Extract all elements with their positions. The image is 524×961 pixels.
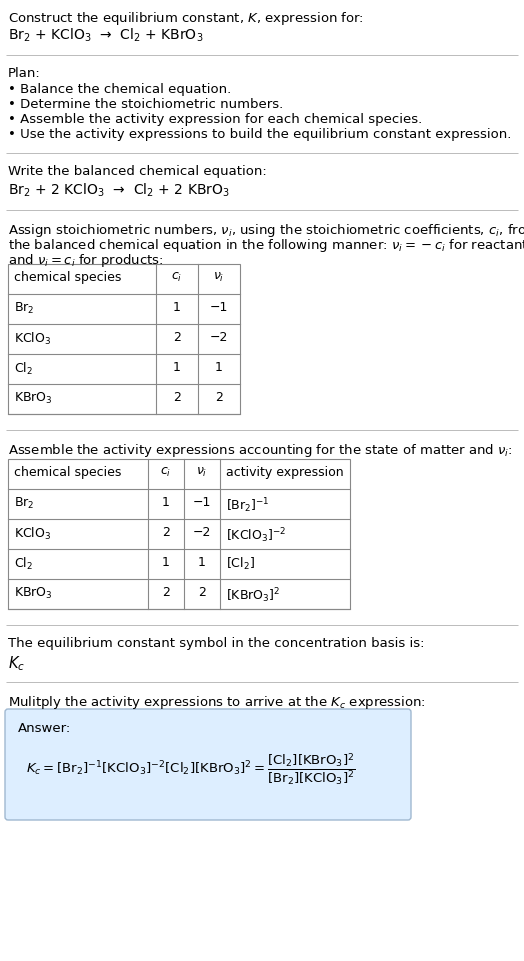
Text: 2: 2 xyxy=(173,331,181,344)
Text: $K_c$: $K_c$ xyxy=(8,654,25,673)
Text: • Use the activity expressions to build the equilibrium constant expression.: • Use the activity expressions to build … xyxy=(8,128,511,141)
Text: Write the balanced chemical equation:: Write the balanced chemical equation: xyxy=(8,165,267,178)
Text: Br$_2$ + KClO$_3$  →  Cl$_2$ + KBrO$_3$: Br$_2$ + KClO$_3$ → Cl$_2$ + KBrO$_3$ xyxy=(8,27,203,44)
Text: KClO$_3$: KClO$_3$ xyxy=(14,526,51,542)
Text: Mulitply the activity expressions to arrive at the $K_c$ expression:: Mulitply the activity expressions to arr… xyxy=(8,694,426,711)
Text: Plan:: Plan: xyxy=(8,67,41,80)
Text: The equilibrium constant symbol in the concentration basis is:: The equilibrium constant symbol in the c… xyxy=(8,637,424,650)
Text: −2: −2 xyxy=(210,331,228,344)
FancyBboxPatch shape xyxy=(5,709,411,820)
Text: and $\nu_i = c_i$ for products:: and $\nu_i = c_i$ for products: xyxy=(8,252,163,269)
Text: $c_i$: $c_i$ xyxy=(171,271,183,284)
Text: [KClO$_3$]$^{-2}$: [KClO$_3$]$^{-2}$ xyxy=(226,526,286,545)
Text: chemical species: chemical species xyxy=(14,466,122,479)
Text: [Cl$_2$]: [Cl$_2$] xyxy=(226,556,255,572)
Text: KClO$_3$: KClO$_3$ xyxy=(14,331,51,347)
Text: chemical species: chemical species xyxy=(14,271,122,284)
Text: • Balance the chemical equation.: • Balance the chemical equation. xyxy=(8,83,231,96)
Text: 1: 1 xyxy=(173,301,181,314)
Text: Br$_2$: Br$_2$ xyxy=(14,301,35,316)
Text: 2: 2 xyxy=(215,391,223,404)
Text: • Determine the stoichiometric numbers.: • Determine the stoichiometric numbers. xyxy=(8,98,283,111)
Text: −1: −1 xyxy=(193,496,211,509)
Text: Answer:: Answer: xyxy=(18,722,71,735)
Text: KBrO$_3$: KBrO$_3$ xyxy=(14,391,53,407)
Text: KBrO$_3$: KBrO$_3$ xyxy=(14,586,53,601)
Text: Cl$_2$: Cl$_2$ xyxy=(14,556,33,572)
Text: Br$_2$ + 2 KClO$_3$  →  Cl$_2$ + 2 KBrO$_3$: Br$_2$ + 2 KClO$_3$ → Cl$_2$ + 2 KBrO$_3… xyxy=(8,182,230,199)
Text: Cl$_2$: Cl$_2$ xyxy=(14,361,33,377)
Text: 1: 1 xyxy=(162,496,170,509)
Text: Construct the equilibrium constant, $K$, expression for:: Construct the equilibrium constant, $K$,… xyxy=(8,10,364,27)
Text: Assemble the activity expressions accounting for the state of matter and $\nu_i$: Assemble the activity expressions accoun… xyxy=(8,442,512,459)
Text: 2: 2 xyxy=(162,526,170,539)
Text: 2: 2 xyxy=(198,586,206,599)
Text: $\nu_i$: $\nu_i$ xyxy=(213,271,225,284)
Text: 2: 2 xyxy=(173,391,181,404)
Text: • Assemble the activity expression for each chemical species.: • Assemble the activity expression for e… xyxy=(8,113,422,126)
Text: activity expression: activity expression xyxy=(226,466,344,479)
Text: [KBrO$_3$]$^2$: [KBrO$_3$]$^2$ xyxy=(226,586,280,604)
Text: 1: 1 xyxy=(215,361,223,374)
Bar xyxy=(8,459,350,609)
Text: Br$_2$: Br$_2$ xyxy=(14,496,35,511)
Text: [Br$_2$]$^{-1}$: [Br$_2$]$^{-1}$ xyxy=(226,496,270,515)
Text: $K_c = [\mathrm{Br_2}]^{-1}[\mathrm{KClO_3}]^{-2}[\mathrm{Cl_2}][\mathrm{KBrO_3}: $K_c = [\mathrm{Br_2}]^{-1}[\mathrm{KClO… xyxy=(26,752,356,788)
Text: the balanced chemical equation in the following manner: $\nu_i = -c_i$ for react: the balanced chemical equation in the fo… xyxy=(8,237,524,254)
Text: 2: 2 xyxy=(162,586,170,599)
Text: 1: 1 xyxy=(173,361,181,374)
Text: −1: −1 xyxy=(210,301,228,314)
Text: $\nu_i$: $\nu_i$ xyxy=(196,466,208,480)
Text: 1: 1 xyxy=(198,556,206,569)
Text: Assign stoichiometric numbers, $\nu_i$, using the stoichiometric coefficients, $: Assign stoichiometric numbers, $\nu_i$, … xyxy=(8,222,524,239)
Text: $c_i$: $c_i$ xyxy=(160,466,172,480)
Bar xyxy=(8,264,240,414)
Text: 1: 1 xyxy=(162,556,170,569)
Text: −2: −2 xyxy=(193,526,211,539)
